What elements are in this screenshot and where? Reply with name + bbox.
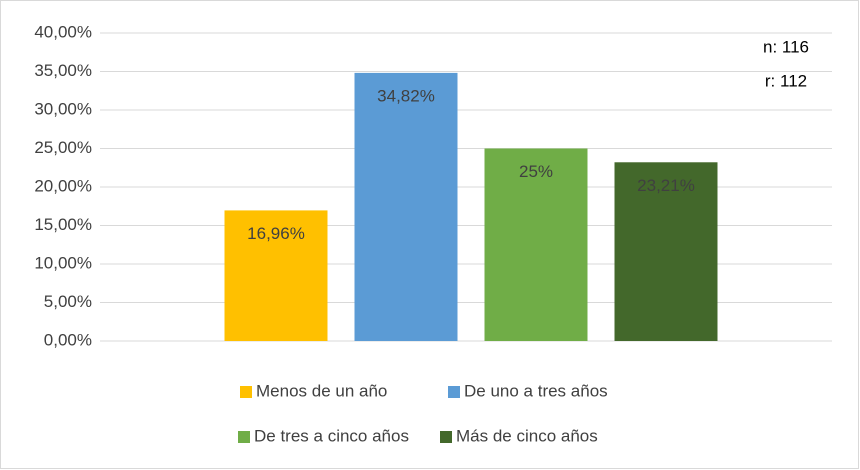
data-label: 16,96% — [247, 224, 305, 243]
bar — [224, 210, 328, 341]
y-tick-label: 25,00% — [34, 138, 92, 157]
legend-swatch — [448, 386, 460, 398]
annotation: r: 112 — [765, 71, 807, 90]
data-label: 34,82% — [377, 86, 435, 105]
legend-label: Más de cinco años — [456, 426, 598, 445]
bar — [614, 162, 718, 341]
bar — [484, 148, 588, 341]
data-label: 23,21% — [637, 176, 695, 195]
legend-swatch — [240, 386, 252, 398]
data-label: 25% — [519, 162, 553, 181]
y-tick-label: 5,00% — [44, 292, 92, 311]
y-tick-label: 20,00% — [34, 176, 92, 195]
legend-swatch — [238, 431, 250, 443]
y-tick-label: 30,00% — [34, 99, 92, 118]
y-tick-label: 35,00% — [34, 61, 92, 80]
y-tick-label: 0,00% — [44, 330, 92, 349]
legend-swatch — [440, 431, 452, 443]
legend-label: De tres a cinco años — [254, 426, 409, 445]
y-tick-label: 10,00% — [34, 253, 92, 272]
y-tick-label: 40,00% — [34, 22, 92, 41]
legend-label: De uno a tres años — [464, 381, 608, 400]
y-tick-label: 15,00% — [34, 215, 92, 234]
bar — [354, 72, 458, 342]
annotation: n: 116 — [763, 37, 809, 56]
legend-label: Menos de un año — [256, 381, 387, 400]
